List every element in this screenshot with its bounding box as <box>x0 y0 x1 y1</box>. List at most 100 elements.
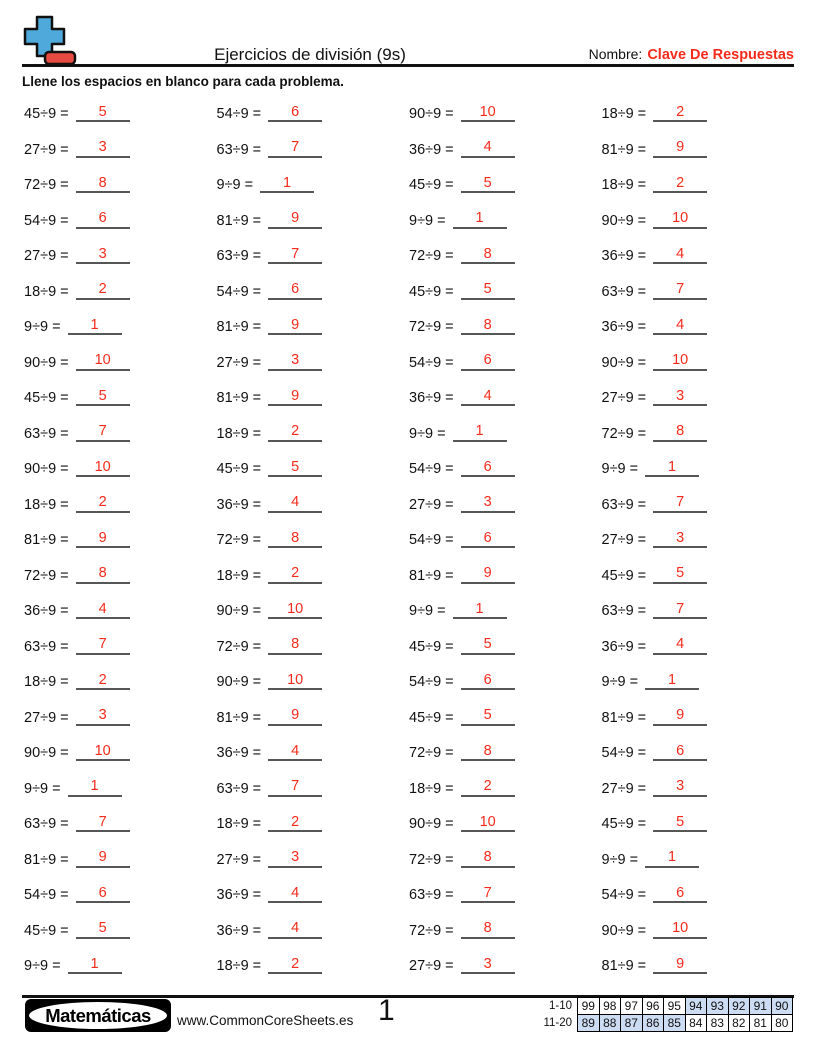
answer-value: 7 <box>483 884 492 901</box>
answer-blank: 10 <box>653 353 708 371</box>
score-cell: 89 <box>577 1014 600 1032</box>
answer-blank: 2 <box>460 779 515 797</box>
answer-blank: 7 <box>653 494 708 513</box>
problem: 90÷9 = 10 <box>602 204 795 240</box>
answer-blank: 7 <box>653 282 708 300</box>
answer-blank: 7 <box>268 140 323 158</box>
answer-value: 1 <box>283 174 292 191</box>
answer-value: 5 <box>98 387 107 404</box>
answer-value: 6 <box>98 210 107 226</box>
problem: 18÷9 = 2 <box>409 772 602 808</box>
problem-expression: 90÷9 = <box>601 922 647 939</box>
answer-blank: 3 <box>653 529 708 548</box>
problems-grid: 45÷9 = 5 27÷9 = 3 72÷9 = 8 54÷9 = 6 27÷9 = 3 18÷9 … <box>24 97 796 985</box>
score-row-label: 1-10 <box>548 1000 572 1012</box>
instruction-text: Llene los espacios en blanco para cada p… <box>22 74 344 89</box>
answer-value: 9 <box>291 707 300 723</box>
answer-blank: 5 <box>268 459 323 477</box>
score-cell: 91 <box>749 997 772 1015</box>
problem: 81÷9 = 9 <box>217 310 410 346</box>
problem: 9÷9 = 1 <box>602 843 795 879</box>
score-table: 1-10 99 98 97 96 95 94 93 92 91 90 11-20 89 88 87 86 85 8… <box>543 997 793 1032</box>
problem: 81÷9 = 9 <box>24 843 217 879</box>
problem: 36÷9 = 4 <box>217 736 410 772</box>
answer-blank: 10 <box>653 211 708 229</box>
problem: 81÷9 = 9 <box>409 559 602 595</box>
answer-blank: 10 <box>460 813 515 832</box>
problem-expression: 27÷9 = <box>409 958 454 974</box>
answer-value: 8 <box>291 636 300 652</box>
answer-blank: 9 <box>460 566 515 584</box>
answer-value: 7 <box>676 494 685 510</box>
answer-blank: 3 <box>460 495 515 513</box>
score-cell: 80 <box>770 1014 793 1032</box>
answer-value: 3 <box>483 955 492 972</box>
score-cell: 98 <box>598 997 621 1015</box>
problem-expression: 18÷9 = <box>216 816 262 832</box>
answer-value: 3 <box>676 529 685 546</box>
answer-value: 5 <box>676 813 685 830</box>
problem-expression: 72÷9 = <box>24 177 69 193</box>
answer-value: 5 <box>483 174 492 191</box>
answer-value: 6 <box>98 884 107 901</box>
plus-minus-logo-icon <box>23 15 77 66</box>
problem-expression: 36÷9 = <box>601 638 647 655</box>
answer-value: 8 <box>483 742 492 759</box>
problem: 63÷9 = 7 <box>602 594 795 630</box>
problem-expression: 36÷9 = <box>409 141 454 158</box>
problem-expression: 45÷9 = <box>601 816 647 832</box>
problem-expression: 63÷9 = <box>601 496 647 513</box>
problem: 18÷9 = 2 <box>24 488 217 524</box>
problem-expression: 90÷9 = <box>24 461 69 477</box>
problem: 90÷9 = 10 <box>24 346 217 382</box>
problem: 72÷9 = 8 <box>409 843 602 879</box>
name-label: Nombre: <box>588 46 643 62</box>
answer-value: 4 <box>676 316 685 333</box>
problem-expression: 36÷9 = <box>409 390 454 406</box>
problem: 18÷9 = 2 <box>217 559 410 595</box>
answer-value: 3 <box>676 778 685 794</box>
answer-blank: 3 <box>75 140 130 158</box>
problem-expression: 9÷9 = <box>409 425 446 442</box>
answer-blank: 5 <box>75 104 130 122</box>
problem: 9÷9 = 1 <box>24 949 217 985</box>
problem-expression: 63÷9 = <box>216 141 262 158</box>
problem: 54÷9 = 6 <box>217 275 410 311</box>
answer-value: 10 <box>479 813 496 830</box>
problem-expression: 36÷9 = <box>601 319 647 335</box>
problem: 36÷9 = 4 <box>217 488 410 524</box>
problem: 90÷9 = 10 <box>217 594 410 630</box>
answer-blank: 3 <box>653 388 708 406</box>
answer-blank: 5 <box>653 566 708 584</box>
answer-blank: 10 <box>460 104 515 122</box>
answer-blank: 6 <box>460 672 515 690</box>
problem: 72÷9 = 8 <box>409 239 602 275</box>
problem-expression: 36÷9 = <box>601 248 647 264</box>
problem-expression: 81÷9 = <box>409 567 454 584</box>
score-table-row: 1-10 99 98 97 96 95 94 93 92 91 90 <box>543 997 793 1015</box>
problem: 45÷9 = 5 <box>24 914 217 950</box>
answer-blank: 3 <box>268 850 323 868</box>
answer-value: 2 <box>291 813 300 830</box>
score-cell: 85 <box>663 1014 686 1032</box>
problem-expression: 63÷9 = <box>24 425 69 442</box>
answer-value: 10 <box>287 600 304 617</box>
problem-expression: 27÷9 = <box>216 354 262 371</box>
problem: 72÷9 = 8 <box>409 914 602 950</box>
answer-value: 1 <box>475 423 484 439</box>
answer-value: 1 <box>90 316 99 333</box>
answer-blank: 3 <box>75 246 130 264</box>
problem: 18÷9 = 2 <box>217 417 410 453</box>
answer-value: 8 <box>98 565 107 581</box>
answer-blank: 2 <box>268 813 323 832</box>
problem: 81÷9 = 9 <box>602 949 795 985</box>
answer-value: 9 <box>291 387 300 404</box>
problem: 90÷9 = 10 <box>602 346 795 382</box>
answer-value: 1 <box>475 210 484 226</box>
score-cell: 92 <box>727 997 750 1015</box>
answer-blank: 9 <box>75 530 130 548</box>
problem: 45÷9 = 5 <box>409 701 602 737</box>
problem-expression: 18÷9 = <box>601 106 647 122</box>
answer-blank: 1 <box>67 956 122 974</box>
problem: 63÷9 = 7 <box>602 275 795 311</box>
